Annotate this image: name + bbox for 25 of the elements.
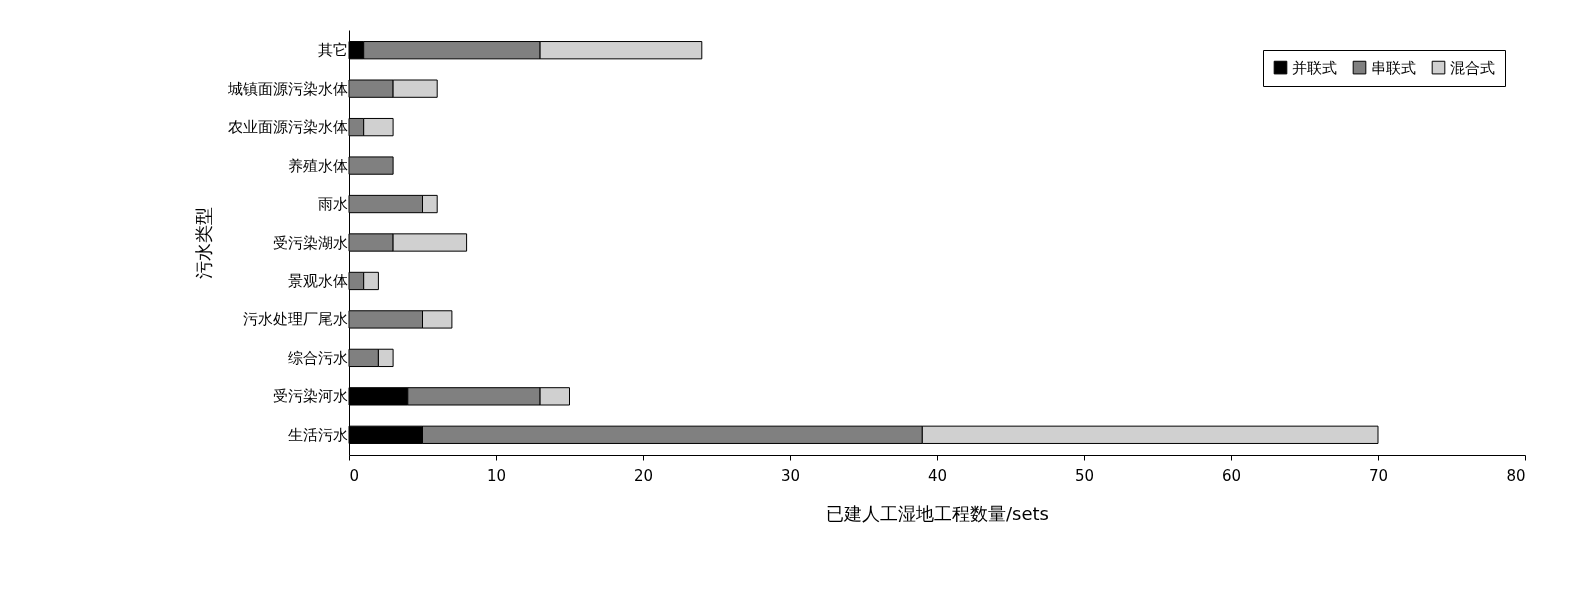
y-tick-label: 城镇面源污染水体 bbox=[226, 79, 348, 98]
y-tick-label: 受污染河水 bbox=[272, 387, 348, 406]
y-tick-label: 综合污水 bbox=[287, 348, 348, 367]
y-tick-label: 雨水 bbox=[317, 195, 348, 214]
x-tick-label: 80 bbox=[1506, 466, 1526, 485]
y-tick-label: 农业面源污染水体 bbox=[227, 118, 348, 137]
x-tick-label: 70 bbox=[1368, 466, 1389, 485]
y-tick-label: 其它 bbox=[317, 41, 348, 60]
x-tick-label: 40 bbox=[927, 466, 948, 485]
legend-label: 混合式 bbox=[1450, 58, 1495, 77]
y-tick-label: 养殖水体 bbox=[287, 156, 348, 175]
x-tick-label: 60 bbox=[1221, 466, 1242, 485]
x-axis-title: 已建人工湿地工程数量/sets bbox=[826, 502, 1049, 524]
x-tick-label: 30 bbox=[780, 466, 801, 485]
x-tick-label: 10 bbox=[486, 466, 507, 485]
legend-label: 并联式 bbox=[1292, 58, 1337, 77]
legend-label: 串联式 bbox=[1371, 58, 1416, 77]
x-tick-label: 50 bbox=[1074, 466, 1095, 485]
y-axis-title: 污水类型 bbox=[192, 207, 214, 279]
x-tick-label: 20 bbox=[633, 466, 654, 485]
y-tick-label: 生活污水 bbox=[287, 425, 348, 444]
x-tick-label: 0 bbox=[349, 466, 360, 485]
y-tick-label: 受污染湖水 bbox=[272, 233, 348, 252]
y-tick-label: 景观水体 bbox=[287, 271, 348, 290]
y-tick-label: 污水处理厂尾水 bbox=[242, 310, 348, 329]
